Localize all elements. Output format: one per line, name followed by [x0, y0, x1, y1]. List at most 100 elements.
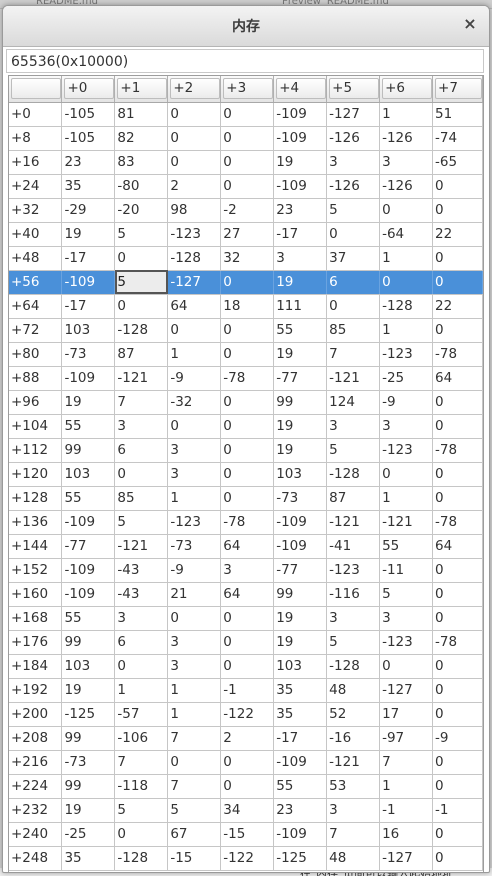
table-row[interactable]: +208 99 -106 7 2 -17 -16 -97 -9	[9, 726, 483, 751]
table-row[interactable]: +72 103 -128 0 0 55 85 1 0	[9, 318, 483, 343]
memory-cell[interactable]: 111	[273, 294, 328, 319]
memory-cell[interactable]: 55	[379, 534, 434, 559]
memory-cell[interactable]: -9	[432, 726, 483, 751]
memory-cell[interactable]: 0	[220, 390, 275, 415]
memory-cell[interactable]: -2	[220, 198, 275, 223]
memory-cell[interactable]: 1	[379, 318, 434, 343]
memory-cell[interactable]: 19	[61, 390, 116, 415]
memory-cell[interactable]: 19	[273, 270, 328, 295]
memory-cell[interactable]: 0	[432, 390, 483, 415]
memory-cell[interactable]: 0	[220, 126, 275, 151]
memory-cell[interactable]: -121	[326, 750, 381, 775]
memory-cell[interactable]: 0	[432, 654, 483, 679]
memory-cell[interactable]: 3	[326, 798, 381, 823]
memory-cell[interactable]: 52	[326, 702, 381, 727]
memory-cell[interactable]: -64	[379, 222, 434, 247]
table-row[interactable]: +192 19 1 1 -1 35 48 -127 0	[9, 678, 483, 703]
memory-table[interactable]: +0 +1 +2 +3 +4 +5 +6 +7 +0 -105 81 0 0 -109 -127 1 51 +8…	[8, 75, 484, 872]
table-row[interactable]: +136 -109 5 -123 -78 -109 -121 -121 -78	[9, 510, 483, 535]
close-icon[interactable]: ×	[463, 14, 477, 33]
memory-cell[interactable]: -77	[273, 366, 328, 391]
memory-cell[interactable]: 6	[326, 270, 381, 295]
memory-cell[interactable]: 3	[167, 654, 222, 679]
memory-cell[interactable]: 0	[220, 102, 275, 127]
memory-cell[interactable]: 0	[432, 822, 483, 847]
memory-cell[interactable]: 19	[61, 798, 116, 823]
table-row[interactable]: +96 19 7 -32 0 99 124 -9 0	[9, 390, 483, 415]
memory-cell[interactable]: 0	[220, 486, 275, 511]
memory-cell[interactable]: -78	[432, 630, 483, 655]
table-row[interactable]: +144 -77 -121 -73 64 -109 -41 55 64	[9, 534, 483, 559]
memory-cell[interactable]: -127	[167, 270, 222, 295]
memory-cell[interactable]: 64	[432, 366, 483, 391]
memory-cell[interactable]: -109	[61, 510, 116, 535]
table-row[interactable]: +200 -125 -57 1 -122 35 52 17 0	[9, 702, 483, 727]
memory-cell[interactable]: -116	[326, 582, 381, 607]
memory-cell[interactable]: 5	[167, 798, 222, 823]
memory-cell[interactable]: -16	[326, 726, 381, 751]
memory-cell[interactable]: 3	[379, 414, 434, 439]
memory-cell[interactable]: 19	[61, 222, 116, 247]
memory-cell[interactable]: 27	[220, 222, 275, 247]
memory-cell[interactable]: 21	[167, 582, 222, 607]
memory-cell[interactable]: 55	[61, 486, 116, 511]
table-row[interactable]: +160 -109 -43 21 64 99 -116 5 0	[9, 582, 483, 607]
memory-cell[interactable]: 64	[220, 582, 275, 607]
memory-cell[interactable]: 7	[379, 750, 434, 775]
memory-cell[interactable]: 0	[432, 486, 483, 511]
memory-cell[interactable]: -109	[273, 126, 328, 151]
memory-cell[interactable]: -80	[114, 174, 169, 199]
memory-cell[interactable]: -127	[326, 102, 381, 127]
memory-cell[interactable]: -109	[61, 270, 116, 295]
table-row[interactable]: +176 99 6 3 0 19 5 -123 -78	[9, 630, 483, 655]
memory-cell[interactable]: -123	[326, 558, 381, 583]
memory-cell[interactable]: -11	[379, 558, 434, 583]
column-header[interactable]: +7	[432, 76, 483, 103]
memory-cell[interactable]: 0	[220, 150, 275, 175]
memory-cell[interactable]: 0	[167, 318, 222, 343]
memory-cell[interactable]: 85	[114, 486, 169, 511]
memory-cell[interactable]: 0	[220, 342, 275, 367]
memory-cell[interactable]: 0	[432, 702, 483, 727]
memory-cell[interactable]: 3	[326, 414, 381, 439]
memory-cell[interactable]: 3	[220, 558, 275, 583]
table-row[interactable]: +80 -73 87 1 0 19 7 -123 -78	[9, 342, 483, 367]
memory-cell[interactable]: -127	[379, 846, 434, 871]
memory-cell[interactable]: -123	[379, 630, 434, 655]
table-row[interactable]: +32 -29 -20 98 -2 23 5 0 0	[9, 198, 483, 223]
memory-cell[interactable]: 0	[167, 750, 222, 775]
table-row[interactable]: +48 -17 0 -128 32 3 37 1 0	[9, 246, 483, 271]
memory-cell[interactable]: 5	[114, 222, 169, 247]
memory-cell[interactable]: 99	[61, 438, 116, 463]
memory-cell[interactable]: 0	[220, 654, 275, 679]
memory-cell[interactable]: -128	[326, 462, 381, 487]
memory-cell[interactable]: -109	[273, 174, 328, 199]
memory-cell[interactable]: -74	[432, 126, 483, 151]
memory-cell[interactable]: -43	[114, 558, 169, 583]
memory-cell[interactable]: -25	[61, 822, 116, 847]
memory-cell[interactable]: 1	[379, 102, 434, 127]
memory-cell[interactable]: 0	[432, 750, 483, 775]
memory-cell[interactable]: -78	[432, 510, 483, 535]
memory-cell[interactable]: 0	[220, 438, 275, 463]
memory-cell[interactable]: -106	[114, 726, 169, 751]
memory-cell[interactable]: 0	[220, 630, 275, 655]
memory-cell[interactable]: -105	[61, 126, 116, 151]
memory-cell[interactable]: -78	[220, 366, 275, 391]
memory-cell[interactable]: -73	[167, 534, 222, 559]
memory-cell[interactable]: -9	[167, 558, 222, 583]
memory-cell[interactable]: 82	[114, 126, 169, 151]
memory-cell[interactable]: -128	[167, 246, 222, 271]
memory-cell[interactable]: 19	[273, 342, 328, 367]
memory-cell[interactable]: -43	[114, 582, 169, 607]
memory-cell[interactable]: 1	[114, 678, 169, 703]
table-row[interactable]: +64 -17 0 64 18 111 0 -128 22	[9, 294, 483, 319]
memory-cell[interactable]: -121	[379, 510, 434, 535]
memory-cell[interactable]: -78	[432, 342, 483, 367]
memory-cell[interactable]: 1	[167, 342, 222, 367]
memory-cell[interactable]: -109	[273, 102, 328, 127]
table-row[interactable]: +184 103 0 3 0 103 -128 0 0	[9, 654, 483, 679]
memory-cell[interactable]: 0	[432, 582, 483, 607]
memory-cell[interactable]: 103	[61, 462, 116, 487]
table-row[interactable]: +88 -109 -121 -9 -78 -77 -121 -25 64	[9, 366, 483, 391]
